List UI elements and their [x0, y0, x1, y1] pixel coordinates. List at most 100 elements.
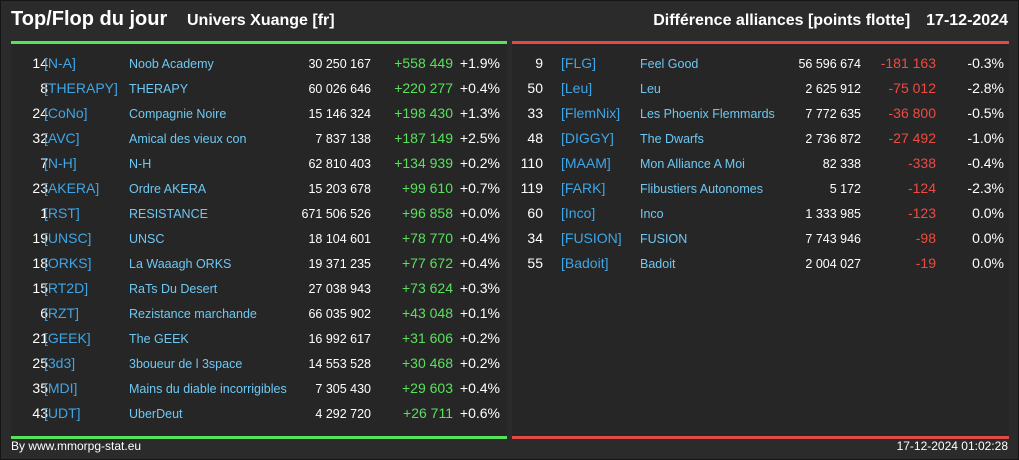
score-cell: 671 506 526: [301, 207, 371, 221]
rank-cell: 23: [32, 180, 48, 196]
alliance-tag: [UNSC]: [44, 230, 92, 246]
score-cell: 7 305 430: [315, 382, 371, 396]
flop-row: 119 [FARK] Flibustiers Autonomes 5 172 -124 -…: [512, 176, 1009, 201]
flop-row: 50 [Leu] Leu 2 625 912 -75 012 -2.8%: [512, 76, 1009, 101]
top-row: 15 [RT2D] RaTs Du Desert 27 038 943 +73 624 +…: [11, 276, 507, 301]
percent-cell: -0.4%: [967, 155, 1004, 171]
percent-cell: 0.0%: [972, 255, 1004, 271]
diff-cell: +134 939: [394, 155, 453, 171]
flop-row: 34 [FUSION] FUSION 7 743 946 -98 0.0%: [512, 226, 1009, 251]
top-row: 25 [3d3] 3boueur de l 3space 14 553 528 +30 …: [11, 351, 507, 376]
top-row: 8 [THERAPY] THERAPY 60 026 646 +220 277 +0.4%: [11, 76, 507, 101]
score-cell: 5 172: [829, 182, 861, 196]
diff-cell: -27 492: [888, 130, 936, 146]
alliance-name: La Waaagh ORKS: [129, 257, 232, 271]
score-cell: 62 810 403: [308, 157, 371, 171]
percent-cell: +0.6%: [459, 405, 500, 421]
rank-cell: 48: [527, 130, 543, 146]
percent-cell: +0.2%: [459, 330, 500, 346]
diff-cell: -19: [915, 255, 936, 271]
alliance-name: UberDeut: [129, 407, 183, 421]
alliance-tag: [AVC]: [44, 130, 80, 146]
alliance-tag: [RZT]: [44, 305, 79, 321]
alliance-tag: [THERAPY]: [44, 80, 118, 96]
percent-cell: -2.3%: [967, 180, 1004, 196]
score-cell: 4 292 720: [315, 407, 371, 421]
alliance-tag: [ORKS]: [44, 255, 92, 271]
score-cell: 60 026 646: [308, 82, 371, 96]
alliance-name: Les Phoenix Flemmards: [640, 107, 775, 121]
score-cell: 19 371 235: [308, 257, 371, 271]
diff-cell: -123: [907, 205, 936, 221]
flop-row: 60 [Inco] Inco 1 333 985 -123 0.0%: [512, 201, 1009, 226]
rank-cell: 110: [520, 155, 543, 171]
alliance-name: THERAPY: [129, 82, 189, 96]
alliance-name: Mains du diable incorrigibles: [129, 382, 287, 396]
rank-cell: 55: [527, 255, 543, 271]
percent-cell: +2.5%: [459, 130, 500, 146]
top-row: 18 [ORKS] La Waaagh ORKS 19 371 235 +77 672 +…: [11, 251, 507, 276]
alliance-name: Leu: [640, 82, 661, 96]
footer-timestamp: 17-12-2024 01:02:28: [896, 439, 1008, 453]
diff-cell: +30 468: [402, 355, 453, 371]
alliance-tag: [AKERA]: [44, 180, 100, 196]
rank-cell: 6: [40, 305, 48, 321]
diff-cell: -36 800: [888, 105, 936, 121]
rank-cell: 8: [40, 80, 48, 96]
percent-cell: +0.4%: [459, 80, 500, 96]
score-cell: 82 338: [822, 157, 861, 171]
diff-cell: +78 770: [402, 230, 453, 246]
rank-cell: 18: [32, 255, 48, 271]
alliance-tag: [CoNo]: [44, 105, 88, 121]
rank-cell: 34: [527, 230, 543, 246]
alliance-tag: [FLG]: [561, 55, 597, 71]
score-cell: 2 736 872: [805, 132, 861, 146]
rank-cell: 7: [40, 155, 48, 171]
diff-cell: +29 603: [402, 380, 453, 396]
alliance-name: Ordre AKERA: [129, 182, 207, 196]
flop-row: 33 [FlemNix] Les Phoenix Flemmards 7 772 63…: [512, 101, 1009, 126]
top-panel: 14 [N-A] Noob Academy 30 250 167 +558 449 +1.…: [11, 41, 507, 439]
diff-cell: -338: [907, 155, 936, 171]
alliance-tag: [N-A]: [44, 55, 76, 71]
page-title: Top/Flop du jour: [11, 8, 168, 30]
percent-cell: +0.1%: [459, 305, 500, 321]
rank-cell: 1: [40, 205, 48, 221]
universe-label: Univers Xuange [fr]: [187, 12, 335, 29]
percent-cell: -2.8%: [967, 80, 1004, 96]
score-cell: 15 146 324: [308, 107, 371, 121]
diff-cell: +96 858: [402, 205, 453, 221]
score-cell: 30 250 167: [308, 57, 371, 71]
score-cell: 2 625 912: [805, 82, 861, 96]
alliance-name: Feel Good: [640, 57, 699, 71]
alliance-name: The Dwarfs: [640, 132, 704, 146]
percent-cell: +0.3%: [459, 280, 500, 296]
percent-cell: +0.4%: [459, 230, 500, 246]
alliance-tag: [UDT]: [44, 405, 81, 421]
alliance-tag: [Badoit]: [561, 255, 609, 271]
alliance-name: Amical des vieux con: [129, 132, 247, 146]
score-cell: 56 596 674: [798, 57, 861, 71]
flop-row: 48 [DIGGY] The Dwarfs 2 736 872 -27 492 -1.0%: [512, 126, 1009, 151]
diff-cell: -181 163: [880, 55, 936, 71]
score-cell: 2 004 027: [805, 257, 861, 271]
rank-cell: 32: [32, 130, 48, 146]
score-cell: 7 837 138: [315, 132, 371, 146]
top-row: 14 [N-A] Noob Academy 30 250 167 +558 449 +1.…: [11, 51, 507, 76]
alliance-name: RESISTANCE: [129, 207, 208, 221]
alliance-name: The GEEK: [129, 332, 189, 346]
alliance-tag: [FlemNix]: [561, 105, 621, 121]
rank-cell: 33: [527, 105, 543, 121]
alliance-name: FUSION: [640, 232, 688, 246]
top-row: 21 [GEEK] The GEEK 16 992 617 +31 606 +0.2%: [11, 326, 507, 351]
diff-cell: +187 149: [394, 130, 453, 146]
top-row: 6 [RZT] Rezistance marchande 66 035 902 +43 …: [11, 301, 507, 326]
date-label: 17-12-2024: [926, 12, 1008, 29]
rank-cell: 14: [32, 55, 48, 71]
rank-cell: 19: [32, 230, 48, 246]
percent-cell: +0.4%: [459, 255, 500, 271]
diff-cell: +31 606: [402, 330, 453, 346]
alliance-name: Inco: [640, 207, 664, 221]
alliance-tag: [RT2D]: [44, 280, 89, 296]
flop-row: 55 [Badoit] Badoit 2 004 027 -19 0.0%: [512, 251, 1009, 276]
